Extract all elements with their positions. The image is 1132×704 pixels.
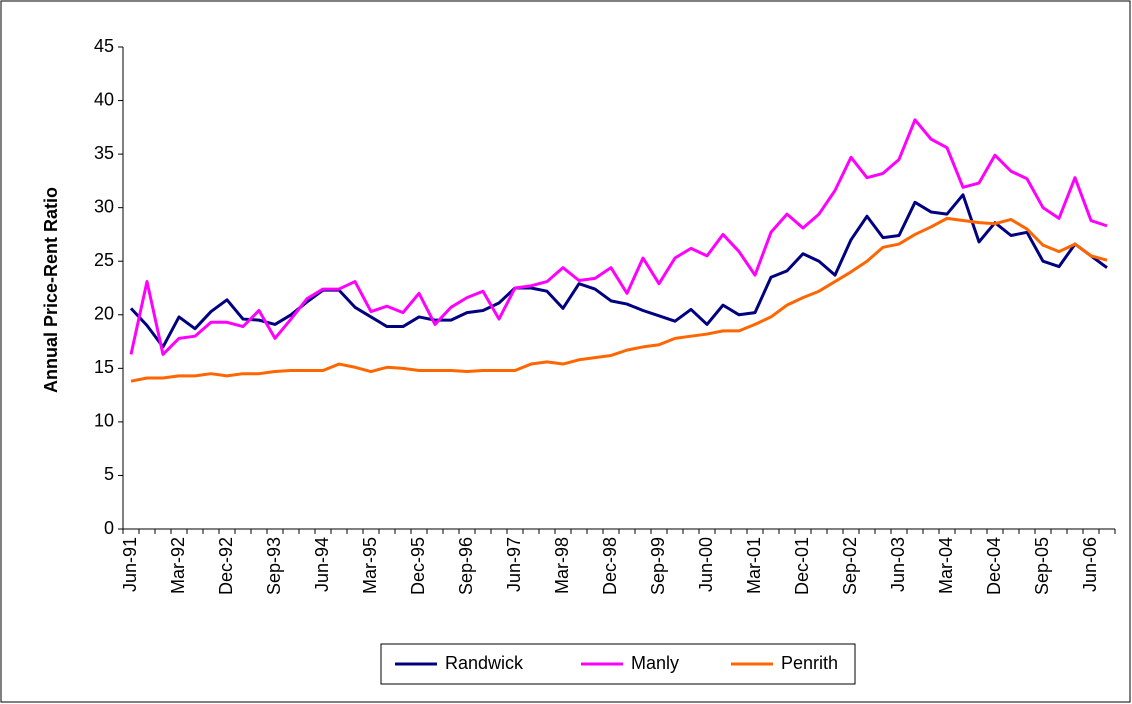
x-tick-label: Dec-92 [216, 537, 236, 595]
x-tick-label: Jun-03 [888, 537, 908, 592]
legend-label: Randwick [445, 653, 524, 673]
y-tick-label: 35 [94, 143, 114, 163]
x-tick-label: Jun-00 [696, 537, 716, 592]
x-tick-label: Mar-92 [168, 537, 188, 594]
y-tick-label: 45 [94, 36, 114, 56]
x-tick-label: Sep-99 [648, 537, 668, 595]
y-axis-title: Annual Price-Rent Ratio [41, 187, 61, 393]
y-tick-label: 25 [94, 250, 114, 270]
x-tick-label: Dec-04 [984, 537, 1004, 595]
x-tick-label: Sep-96 [456, 537, 476, 595]
line-series [129, 193, 1108, 349]
legend-label: Manly [631, 653, 679, 673]
y-tick-label: 15 [94, 357, 114, 377]
line-series [129, 118, 1108, 356]
y-tick-label: 10 [94, 411, 114, 431]
legend-label: Penrith [781, 653, 838, 673]
x-tick-label: Dec-98 [600, 537, 620, 595]
x-tick-label: Mar-04 [936, 537, 956, 594]
x-tick-label: Jun-97 [504, 537, 524, 592]
line-series [130, 216, 1108, 383]
x-tick-label: Mar-95 [360, 537, 380, 594]
x-tick-label: Sep-05 [1032, 537, 1052, 595]
x-tick-label: Jun-91 [120, 537, 140, 592]
x-tick-label: Jun-06 [1080, 537, 1100, 592]
x-tick-label: Dec-01 [792, 537, 812, 595]
x-tick-label: Jun-94 [312, 537, 332, 592]
x-tick-label: Mar-98 [552, 537, 572, 594]
x-tick-label: Sep-02 [840, 537, 860, 595]
y-tick-label: 20 [94, 304, 114, 324]
x-tick-label: Dec-95 [408, 537, 428, 595]
x-tick-label: Mar-01 [744, 537, 764, 594]
y-tick-label: 30 [94, 196, 114, 216]
y-tick-label: 5 [104, 464, 114, 484]
x-tick-label: Sep-93 [264, 537, 284, 595]
y-tick-label: 0 [104, 518, 114, 538]
y-tick-label: 40 [94, 89, 114, 109]
